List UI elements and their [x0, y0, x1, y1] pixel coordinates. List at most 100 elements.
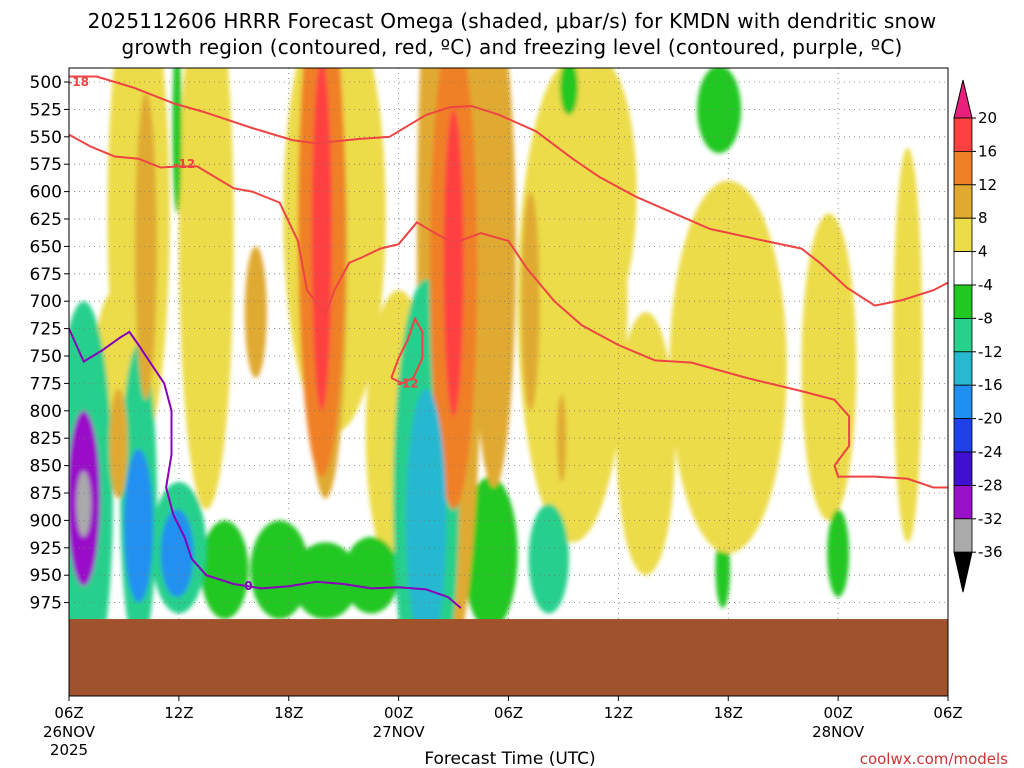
- y-axis: 500 525 550 575 600 625 650 675 700 725 750 775 800 8…: [30, 73, 69, 614]
- colorbar-label--32: -32: [978, 510, 1003, 528]
- dgz-contour-label-1: -12: [174, 157, 196, 171]
- omega-cell-39: [311, 68, 332, 411]
- chart-title-line-1: 2025112606 HRRR Forecast Omega (shaded, …: [87, 9, 937, 33]
- omega-cell-12: [462, 476, 518, 630]
- omega-cell-33: [521, 191, 540, 411]
- omega-cell-19: [669, 180, 787, 554]
- colorbar-band-1: [953, 150, 973, 186]
- colorbar-band-5: [953, 284, 973, 319]
- colorbar-label--28: -28: [978, 476, 1003, 494]
- omega-cell-31: [109, 388, 128, 499]
- y-tick-label-500: 500: [30, 73, 62, 93]
- y-tick-label-925: 925: [30, 539, 62, 559]
- plot-area: -18 -12 -12 0: [67, 68, 948, 696]
- colorbar-label--24: -24: [978, 443, 1003, 461]
- y-tick-label-825: 825: [30, 429, 62, 449]
- y-tick-label-900: 900: [30, 511, 62, 531]
- colorbar-label-8: 8: [978, 209, 988, 227]
- colorbar-label--12: -12: [978, 343, 1003, 361]
- omega-cell-40: [443, 109, 464, 417]
- x-date-label-7: 28NOV: [812, 723, 865, 741]
- x-tick-label-3: 00Z: [384, 704, 413, 722]
- dgz-contour-0: [69, 75, 948, 307]
- x-year-label-0: 2025: [50, 741, 88, 759]
- omega-cell-11: [343, 536, 399, 614]
- omega-cell-16: [172, 68, 182, 214]
- x-axis-label: Forecast Time (UTC): [424, 749, 595, 768]
- x-tick-label-4: 06Z: [494, 704, 523, 722]
- colorbar-label-12: 12: [978, 176, 997, 194]
- colorbar-band-0: [953, 117, 973, 152]
- omega-cell-38: [123, 449, 154, 603]
- x-tick-label-8: 06Z: [933, 704, 962, 722]
- omega-cell-34: [557, 394, 567, 483]
- dgz-contour-2: [390, 316, 424, 385]
- omega-cell-2: [563, 68, 637, 324]
- y-tick-label-625: 625: [30, 210, 62, 230]
- colorbar-band-9: [953, 418, 973, 453]
- dgz-contour-label-0: -18: [67, 75, 89, 89]
- contour-lines: -18 -12 -12 0: [67, 75, 948, 609]
- colorbar-band-3: [953, 217, 973, 252]
- x-tick-label-7: 00Z: [823, 704, 852, 722]
- colorbar-band-10: [953, 451, 973, 486]
- y-tick-label-700: 700: [30, 292, 62, 312]
- colorbar-top-arrow: [953, 79, 973, 119]
- colorbar-band-4: [953, 251, 973, 286]
- y-tick-label-550: 550: [30, 128, 62, 148]
- y-tick-label-875: 875: [30, 484, 62, 504]
- omega-cell-7: [616, 312, 676, 576]
- colorbar-band-6: [953, 317, 973, 353]
- colorbar-label--20: -20: [978, 410, 1003, 428]
- y-tick-label-750: 750: [30, 347, 62, 367]
- colorbar: 20 16 12 8 4 -4 -8 -12 -16 -20 -24 -28 -32 -36: [953, 79, 1003, 593]
- colorbar-label-16: 16: [978, 142, 997, 160]
- y-tick-label-775: 775: [30, 374, 62, 394]
- colorbar-label--8: -8: [978, 309, 993, 327]
- colorbar-label--36: -36: [978, 543, 1003, 561]
- dgz-contour-label-2: -12: [397, 376, 419, 390]
- omega-cell-41: [160, 509, 194, 598]
- omega-cell-4: [893, 147, 923, 543]
- x-date-label-0: 26NOV: [43, 723, 96, 741]
- y-tick-label-650: 650: [30, 237, 62, 257]
- x-date-label-3: 27NOV: [373, 723, 426, 741]
- omega-cell-30: [134, 92, 157, 400]
- omega-cell-10: [292, 542, 359, 620]
- y-tick-label-525: 525: [30, 100, 62, 120]
- omega-cell-43: [76, 471, 91, 537]
- colorbar-label-20: 20: [978, 109, 997, 127]
- omega-cell-17: [559, 68, 579, 115]
- x-tick-label-0: 06Z: [54, 704, 83, 722]
- y-tick-label-975: 975: [30, 594, 62, 614]
- y-tick-label-575: 575: [30, 155, 62, 175]
- x-tick-label-5: 12Z: [604, 704, 633, 722]
- ground-terrain: [69, 619, 948, 696]
- x-tick-label-6: 18Z: [714, 704, 743, 722]
- omega-cell-24: [471, 68, 516, 488]
- colorbar-band-11: [953, 484, 973, 520]
- colorbar-band-8: [953, 384, 973, 420]
- omega-cell-3: [801, 213, 857, 521]
- y-tick-label-950: 950: [30, 566, 62, 586]
- omega-cell-8: [200, 520, 249, 620]
- y-tick-label-725: 725: [30, 320, 62, 340]
- y-tick-label-850: 850: [30, 457, 62, 477]
- freezing-level-contour: [69, 328, 462, 609]
- omega-cell-37: [405, 388, 447, 652]
- omega-cell-5: [178, 68, 234, 510]
- colorbar-label--16: -16: [978, 376, 1003, 394]
- omega-cell-9: [250, 520, 309, 620]
- colorbar-band-7: [953, 351, 973, 386]
- x-tick-label-2: 18Z: [274, 704, 303, 722]
- colorbar-band-12: [953, 518, 973, 553]
- colorbar-label--4: -4: [978, 276, 993, 294]
- colorbar-label-4: 4: [978, 243, 988, 261]
- y-tick-label-675: 675: [30, 265, 62, 285]
- colorbar-bottom-arrow: [953, 551, 973, 593]
- colorbar-band-2: [953, 184, 973, 219]
- watermark: coolwx.com/models: [860, 750, 1008, 768]
- omega-shading: [69, 68, 923, 696]
